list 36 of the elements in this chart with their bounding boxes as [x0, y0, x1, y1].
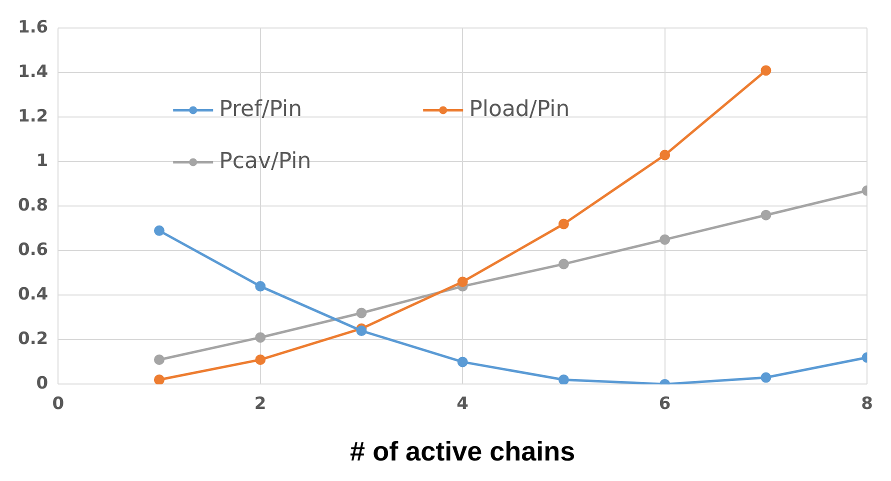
x-tick-label: 2: [254, 394, 266, 414]
point: [660, 234, 670, 245]
y-tick-label: 0.2: [18, 329, 48, 350]
y-tick-label: 0.4: [18, 284, 48, 305]
x-tick-label: 8: [861, 394, 874, 414]
point: [356, 326, 367, 336]
point: [558, 374, 569, 384]
point: [760, 65, 772, 76]
point: [457, 356, 468, 368]
legend-label: Pload/Pin: [469, 96, 570, 122]
point: [154, 374, 164, 384]
y-tick-label: 1: [36, 151, 48, 172]
x-tick-label: 0: [52, 394, 64, 414]
y-tick-label: 1.4: [18, 62, 48, 82]
y-tick-label: 0.6: [18, 240, 48, 260]
legend-label: Pref/Pin: [219, 96, 302, 122]
point: [356, 308, 367, 318]
y-tick-label: 1.6: [18, 18, 48, 38]
point: [154, 225, 164, 236]
y-tick-label: 0: [36, 374, 48, 394]
x-tick-label: 6: [658, 394, 671, 414]
point: [457, 276, 468, 288]
y-tick-label: 1.2: [18, 106, 48, 127]
point: [255, 354, 266, 365]
point: [760, 210, 772, 220]
point: [255, 332, 266, 343]
x-tick-label: 4: [456, 394, 469, 414]
point: [760, 372, 772, 383]
point: [255, 281, 266, 292]
point: [558, 258, 569, 270]
legend-label: Pcav/Pin: [219, 148, 312, 174]
point: [558, 218, 569, 230]
point: [154, 354, 164, 365]
x-axis-title: # of active chains: [350, 436, 576, 466]
y-tick-label: 0.8: [18, 196, 48, 216]
point: [660, 150, 670, 160]
